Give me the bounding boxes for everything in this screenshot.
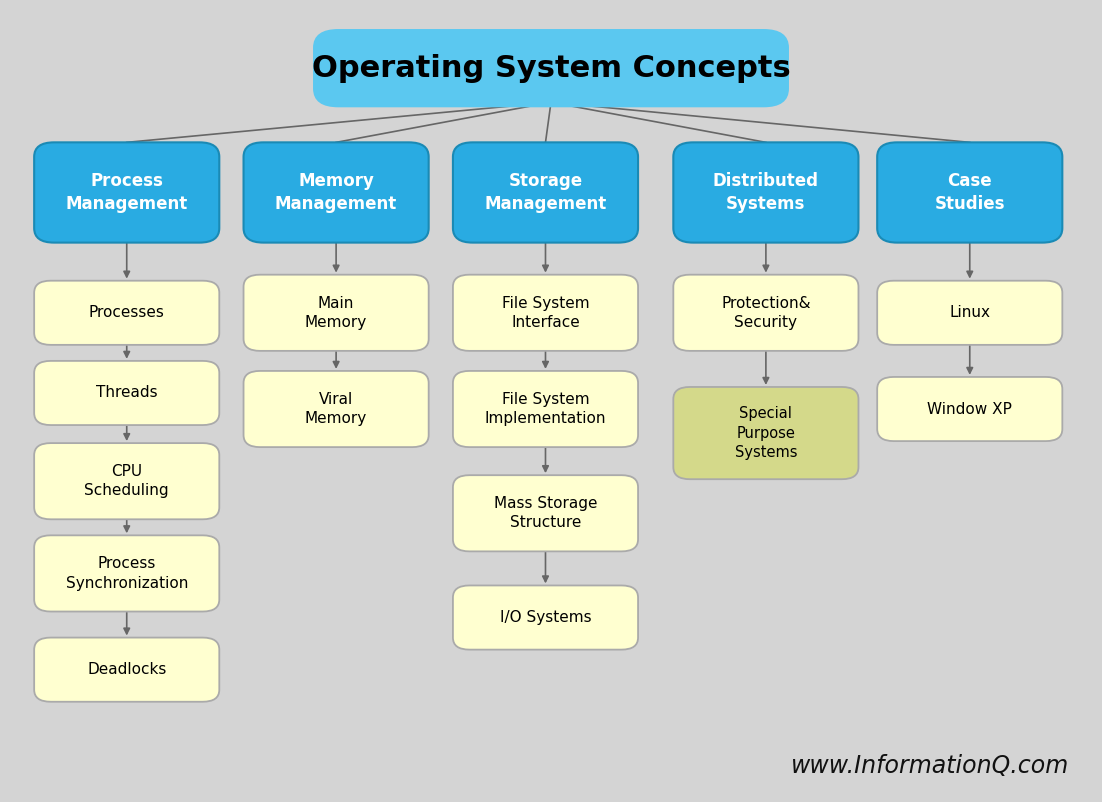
Text: Window XP: Window XP [927,402,1013,416]
Text: Linux: Linux [949,306,991,320]
Text: Mass Storage
Structure: Mass Storage Structure [494,496,597,530]
FancyBboxPatch shape [453,143,638,242]
FancyBboxPatch shape [453,275,638,351]
Text: File System
Implementation: File System Implementation [485,392,606,426]
Text: Protection&
Security: Protection& Security [721,296,811,330]
Text: www.InformationQ.com: www.InformationQ.com [791,754,1069,778]
FancyBboxPatch shape [673,387,858,479]
FancyBboxPatch shape [673,275,858,351]
Text: Operating System Concepts: Operating System Concepts [312,54,790,83]
FancyBboxPatch shape [314,30,788,106]
Text: I/O Systems: I/O Systems [499,610,592,625]
FancyBboxPatch shape [453,475,638,552]
Text: Memory
Management: Memory Management [276,172,397,213]
FancyBboxPatch shape [877,281,1062,345]
FancyBboxPatch shape [34,638,219,702]
Text: Distributed
Systems: Distributed Systems [713,172,819,213]
Text: Special
Purpose
Systems: Special Purpose Systems [735,407,797,460]
Text: File System
Interface: File System Interface [501,296,590,330]
FancyBboxPatch shape [244,275,429,351]
Text: Storage
Management: Storage Management [485,172,606,213]
FancyBboxPatch shape [453,371,638,448]
FancyBboxPatch shape [673,143,858,242]
FancyBboxPatch shape [453,585,638,650]
Text: Case
Studies: Case Studies [934,172,1005,213]
Text: Threads: Threads [96,386,158,400]
FancyBboxPatch shape [34,443,219,520]
Text: Process
Management: Process Management [66,172,187,213]
Text: CPU
Scheduling: CPU Scheduling [85,464,169,498]
Text: Process
Synchronization: Process Synchronization [65,557,188,590]
FancyBboxPatch shape [244,143,429,242]
FancyBboxPatch shape [34,143,219,242]
Text: Deadlocks: Deadlocks [87,662,166,677]
FancyBboxPatch shape [34,361,219,425]
FancyBboxPatch shape [877,377,1062,441]
Text: Processes: Processes [89,306,164,320]
FancyBboxPatch shape [877,143,1062,242]
Text: Main
Memory: Main Memory [305,296,367,330]
FancyBboxPatch shape [244,371,429,448]
Text: Viral
Memory: Viral Memory [305,392,367,426]
FancyBboxPatch shape [34,281,219,345]
FancyBboxPatch shape [34,536,219,612]
